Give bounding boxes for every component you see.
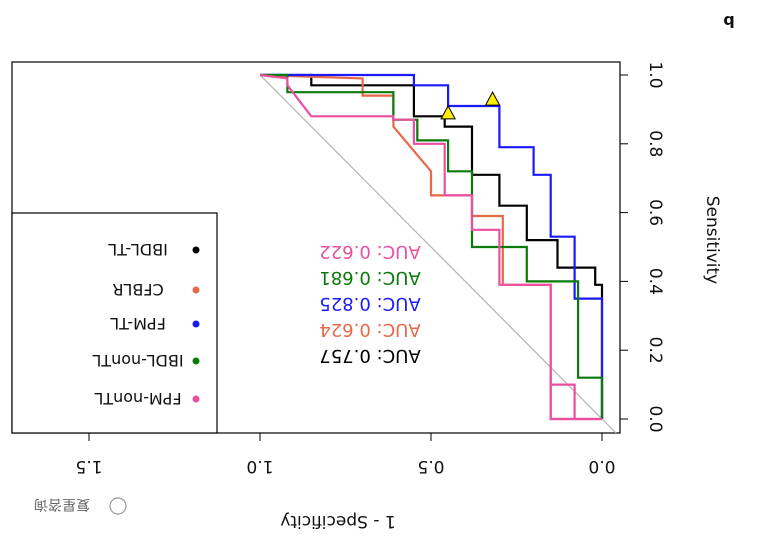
x-tick-label: 0.5 xyxy=(417,456,444,476)
y-tick-label: 0.0 xyxy=(645,405,665,432)
threshold-marker-1 xyxy=(440,104,456,120)
legend-label: IBDL-TL xyxy=(108,240,168,259)
chart-root: 0.0 0.5 1.0 1.5 0.0 0.2 0.4 0.6 0.8 1.0 1 - Specif… xyxy=(11,12,735,531)
panel-label: b xyxy=(723,12,734,31)
x-tick-label: 1.5 xyxy=(75,456,102,476)
legend-label: CFBLR xyxy=(112,280,163,299)
y-tick-label: 0.6 xyxy=(645,199,665,226)
auc-label: AUC: 0.622 xyxy=(319,241,420,262)
x-tick-label: 1.0 xyxy=(246,456,273,476)
legend-dot xyxy=(192,357,200,365)
y-tick-label: 0.4 xyxy=(645,268,665,295)
legend-dot xyxy=(192,395,200,403)
legend-label: FPM-nonTL xyxy=(94,389,181,408)
y-tick-label: 1.0 xyxy=(645,61,665,88)
legend-box xyxy=(11,212,218,434)
threshold-marker-2 xyxy=(484,91,501,106)
roc-curve-fpm-nontl xyxy=(259,73,602,421)
watermark: 复星咨询 xyxy=(34,496,90,513)
x-axis-title: 1 - Specificity xyxy=(280,511,395,531)
x-tick-label: 0.0 xyxy=(588,456,615,476)
watermark-logo xyxy=(109,497,127,515)
legend-dot xyxy=(192,286,200,294)
legend-dot xyxy=(192,246,200,254)
roc-curve-ibdl-nontl xyxy=(260,73,604,419)
legend-label: FPM-TL xyxy=(110,314,166,333)
auc-label: AUC: 0.681 xyxy=(319,267,420,288)
legend-dot xyxy=(192,320,200,328)
legend-label: IBDL-nonTL xyxy=(92,351,183,370)
y-tick-label: 0.2 xyxy=(645,337,665,364)
auc-label: AUC: 0.624 xyxy=(319,319,420,340)
chance-diagonal xyxy=(259,74,617,434)
y-axis-title: Sensitivity xyxy=(702,196,722,285)
y-tick-label: 0.8 xyxy=(645,130,665,157)
auc-label: AUC: 0.757 xyxy=(319,345,420,366)
roc-curve-fpm-tl xyxy=(260,73,604,419)
auc-label: AUC: 0.825 xyxy=(319,293,420,314)
